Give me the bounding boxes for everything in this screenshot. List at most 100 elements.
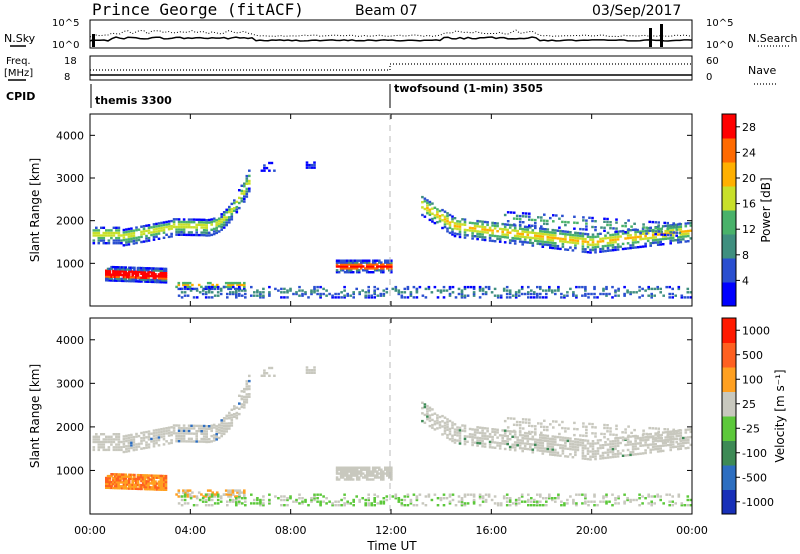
power-cell <box>601 245 605 248</box>
power-cell <box>654 227 657 230</box>
velocity-cell <box>496 444 499 447</box>
velocity-cell <box>527 504 530 507</box>
velocity-cell <box>669 431 672 434</box>
velocity-cell <box>225 422 228 425</box>
power-cell <box>119 273 122 277</box>
power-cell <box>582 219 585 222</box>
power-cell <box>584 285 587 289</box>
power-cell <box>197 223 201 227</box>
velocity-cell <box>180 440 183 443</box>
power-cell <box>204 292 208 296</box>
power-cell <box>602 292 605 296</box>
velocity-cell <box>661 444 665 447</box>
power-cell <box>197 221 201 224</box>
power-cell <box>353 259 357 262</box>
power-cell <box>501 230 504 233</box>
velocity-cell <box>689 430 693 434</box>
velocity-cell <box>529 443 532 446</box>
power-cell <box>182 223 186 226</box>
power-cell <box>564 238 567 241</box>
power-cell <box>147 276 150 280</box>
velocity-cell <box>511 430 514 433</box>
velocity-cell <box>136 487 140 491</box>
velocity-cell <box>110 440 113 444</box>
velocity-cell <box>456 434 459 437</box>
power-cell <box>164 279 168 282</box>
power-cell <box>117 229 121 232</box>
velocity-cell <box>561 447 565 450</box>
power-cell <box>684 222 688 225</box>
velocity-cell <box>115 485 119 488</box>
power-cell <box>133 268 136 271</box>
power-cell <box>566 233 570 236</box>
velocity-cell <box>586 452 590 455</box>
power-cell <box>463 296 467 299</box>
velocity-cell <box>113 477 117 480</box>
power-cell <box>97 231 101 235</box>
colorbar-swatch <box>722 234 736 259</box>
velocity-cell <box>556 443 560 447</box>
velocity-cell <box>343 502 346 505</box>
power-cell <box>359 261 363 264</box>
power-cell <box>345 267 349 270</box>
velocity-cell <box>259 502 262 505</box>
velocity-cell <box>582 422 585 425</box>
power-cell <box>341 263 345 266</box>
power-cell <box>343 294 346 297</box>
power-cell <box>102 234 106 237</box>
power-cell <box>127 230 131 233</box>
power-cell <box>248 182 251 185</box>
power-cell <box>513 237 517 240</box>
velocity-cell <box>135 445 138 449</box>
power-cell <box>675 225 678 228</box>
velocity-cell <box>215 433 218 436</box>
velocity-cell <box>682 442 685 445</box>
velocity-cell <box>132 443 136 447</box>
power-cell <box>518 227 522 230</box>
power-cell <box>463 231 467 234</box>
velocity-cell <box>657 427 660 430</box>
velocity-cell <box>137 434 141 438</box>
power-cell <box>161 269 164 272</box>
power-cell <box>503 225 507 229</box>
power-cell <box>167 220 171 223</box>
velocity-cell <box>530 500 533 503</box>
power-cell <box>122 244 126 247</box>
power-cell <box>679 228 683 231</box>
velocity-cell <box>478 495 482 498</box>
power-cell <box>120 242 123 245</box>
power-cell <box>549 241 552 244</box>
velocity-colorbar-label: Velocity [m s⁻¹] <box>773 369 787 462</box>
power-cell <box>185 226 188 229</box>
power-cell <box>671 287 674 291</box>
velocity-cell <box>240 403 244 406</box>
power-cell <box>355 269 359 272</box>
velocity-cell <box>545 504 548 507</box>
power-cell <box>217 220 221 223</box>
power-cell <box>185 233 188 237</box>
power-cell <box>448 294 452 297</box>
velocity-cell <box>423 413 427 417</box>
velocity-cell <box>227 495 230 498</box>
velocity-cell <box>353 466 357 469</box>
velocity-cell <box>546 425 549 429</box>
velocity-cell <box>616 439 620 442</box>
power-cell <box>92 231 96 235</box>
power-cell <box>248 179 251 183</box>
power-cell <box>546 219 549 223</box>
velocity-cell <box>241 502 244 505</box>
nsky-tick-bottom: 10^0 <box>52 40 79 51</box>
power-cell <box>298 285 301 289</box>
power-cell <box>349 261 353 264</box>
power-cell <box>594 226 597 229</box>
velocity-cell <box>669 446 672 449</box>
velocity-cell <box>506 435 509 438</box>
velocity-cell <box>386 474 389 477</box>
velocity-cell <box>245 393 249 396</box>
velocity-cell <box>498 434 502 437</box>
power-cell <box>415 287 419 291</box>
nsky-traces <box>89 24 693 47</box>
power-cell <box>370 294 373 297</box>
velocity-cell <box>666 438 670 441</box>
velocity-cell <box>403 498 407 502</box>
